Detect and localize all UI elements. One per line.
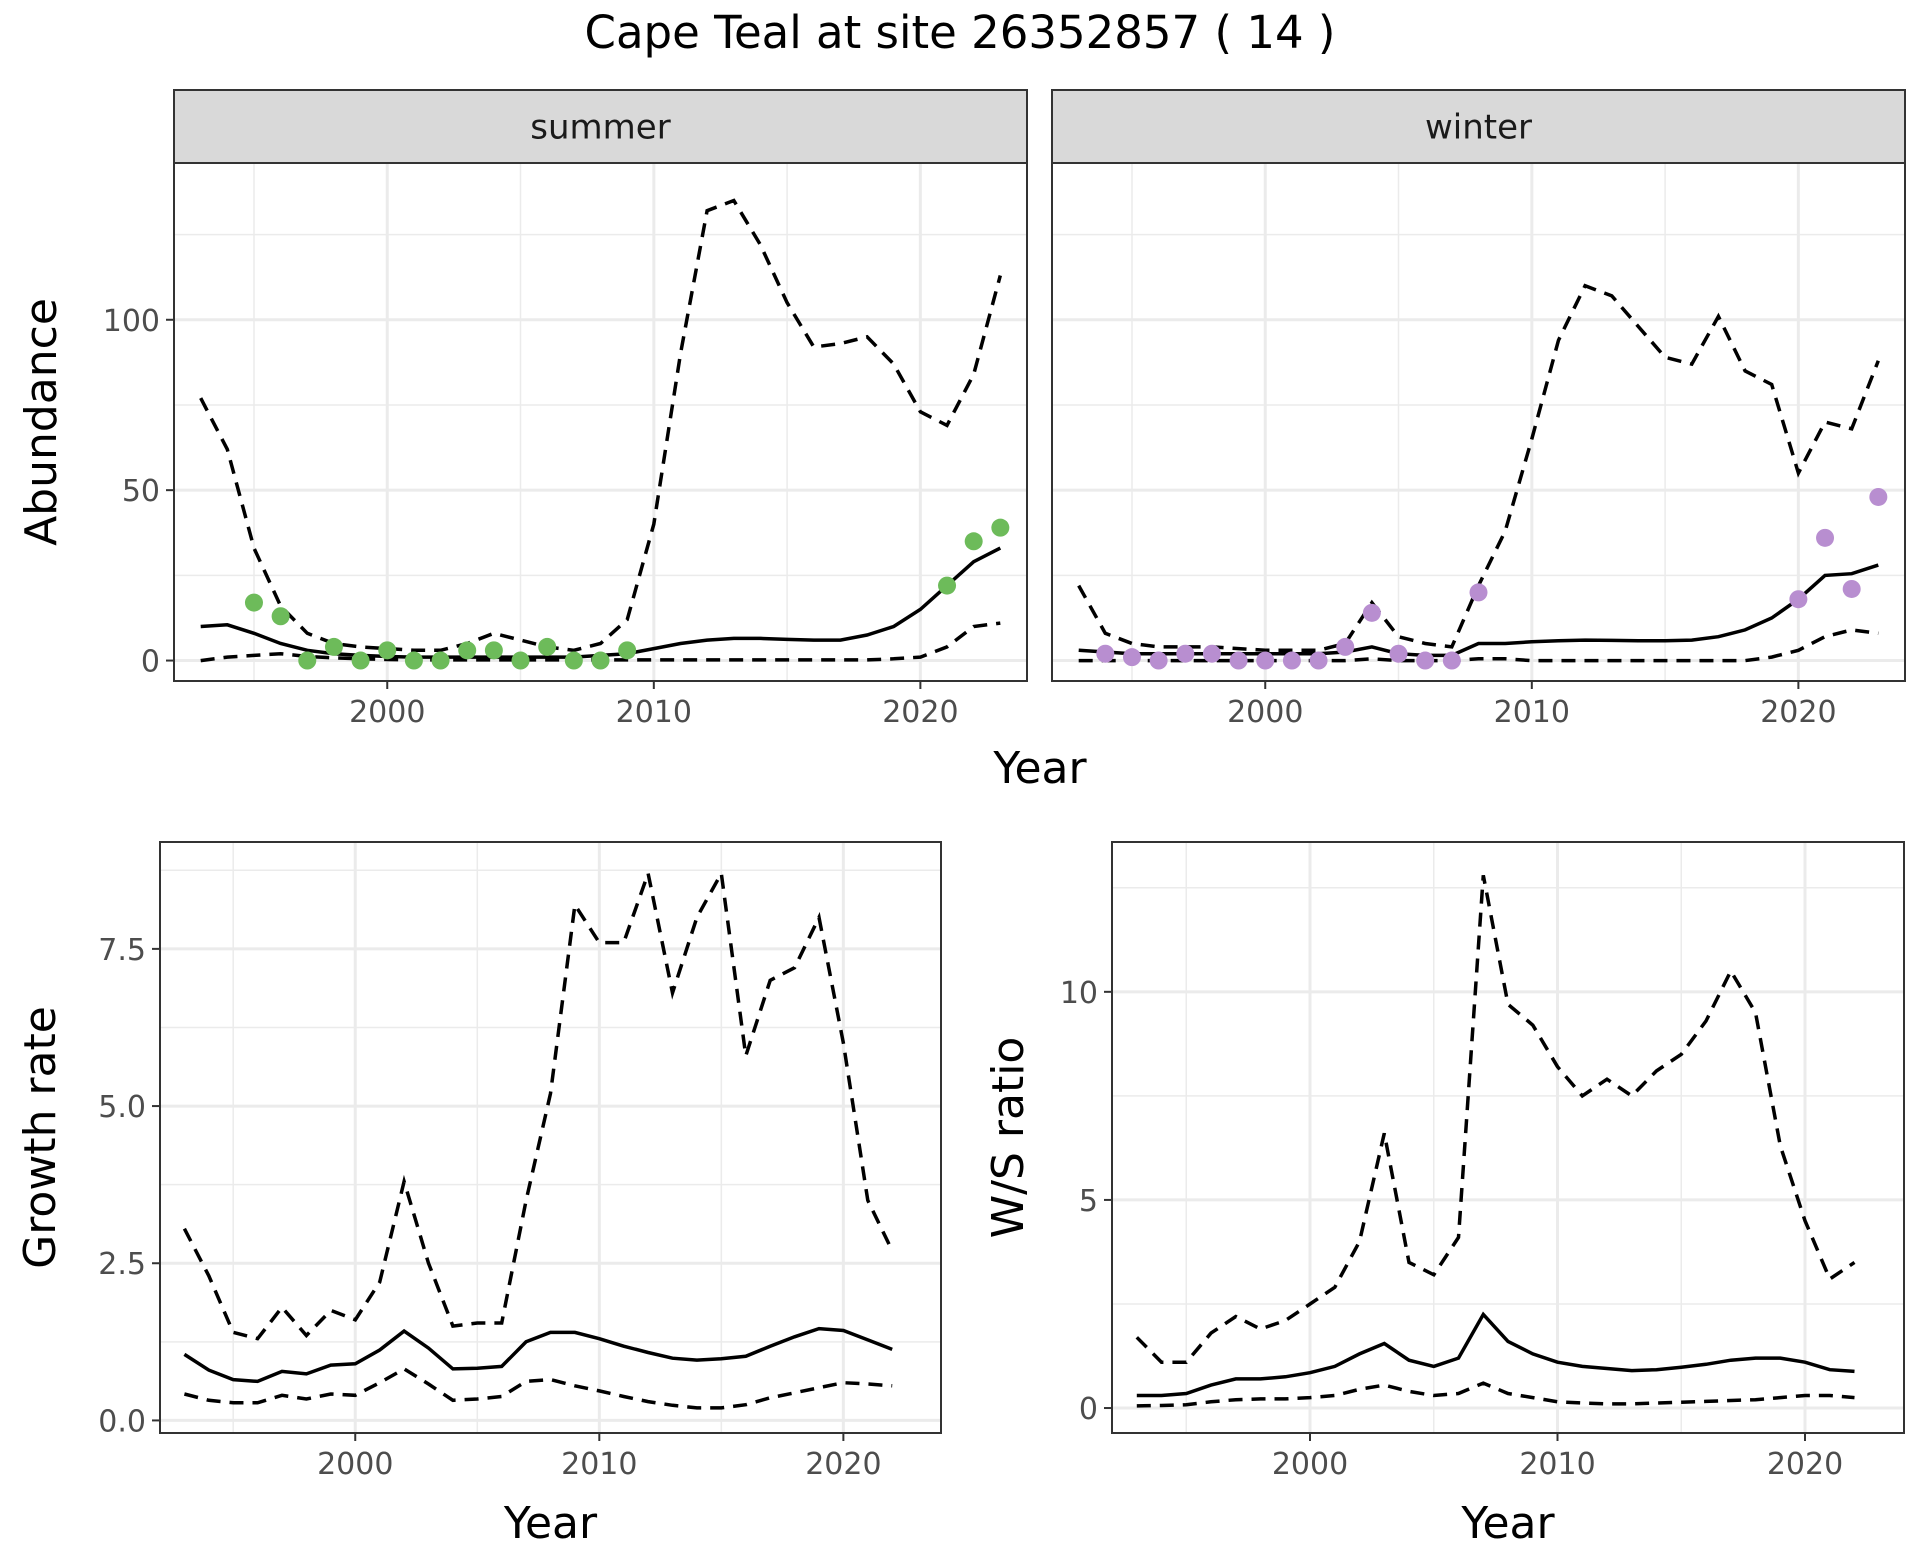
observed-point (378, 641, 397, 660)
x-tick-label: 2020 (882, 695, 958, 730)
observed-point (404, 651, 423, 670)
observed-point (511, 651, 530, 670)
facet-strip (1051, 89, 1906, 164)
mean-line (1136, 1311, 1855, 1398)
y-axis-title: Growth rate (15, 1006, 66, 1269)
x-tick-label: 2010 (1494, 695, 1570, 730)
y-axis-title: W/S ratio (983, 1037, 1034, 1239)
observed-point (1176, 644, 1195, 663)
upper-bound-line (182, 866, 894, 1341)
y-tick-label: 10 (1060, 976, 1098, 1011)
y-tick-label: 50 (122, 474, 160, 509)
y-tick-label: 7.5 (98, 933, 146, 968)
x-tick-label: 2020 (1767, 1447, 1843, 1482)
top-x-axis-title: Year (992, 743, 1087, 794)
abundance-winter-panel: winter 2000 2010 2020 (1051, 89, 1906, 730)
observed-point (938, 576, 957, 595)
observed-point (964, 532, 983, 551)
x-tick-label: 2000 (1227, 695, 1303, 730)
observed-point (1282, 651, 1301, 670)
y-tick-label: 0 (1079, 1392, 1098, 1427)
observed-point (591, 651, 610, 670)
plot-area (174, 163, 1027, 681)
abundance-y-axis-title: Abundance (16, 298, 67, 546)
observed-point (431, 651, 450, 670)
ws-ratio-panel: 2000 2010 2020 0 5 10 W/S ratio Year (983, 841, 1905, 1549)
abundance-summer-panel: summer 2000 2010 2020 0 50 100 (103, 89, 1028, 730)
y-tick-label: 5.0 (98, 1090, 146, 1125)
observed-point (1336, 637, 1355, 656)
observed-point (1149, 651, 1168, 670)
observed-point (271, 607, 290, 626)
lower-bound-line (1136, 1381, 1855, 1408)
observed-point (1362, 603, 1381, 622)
observed-point (484, 641, 503, 660)
x-axis-title: Year (503, 1498, 598, 1549)
upper-bound-line (199, 198, 1002, 653)
plot-area (160, 842, 941, 1433)
observed-point (1309, 651, 1328, 670)
panel-border (1111, 841, 1905, 1434)
observed-point (1469, 583, 1488, 602)
observed-point (1202, 644, 1221, 663)
observed-point (1416, 651, 1435, 670)
observed-point (458, 641, 477, 660)
observed-point (1789, 590, 1808, 609)
observed-point (1442, 651, 1461, 670)
observed-point (1256, 651, 1275, 670)
facet-strip-label: summer (530, 108, 670, 148)
facet-strip-label: winter (1425, 108, 1532, 148)
observed-point (1816, 528, 1835, 547)
x-tick-label: 2010 (1519, 1447, 1595, 1482)
x-tick-label: 2000 (349, 695, 425, 730)
x-tick-label: 2000 (317, 1447, 393, 1482)
x-tick-label: 2010 (561, 1447, 637, 1482)
observed-point (351, 651, 370, 670)
observed-point (564, 651, 583, 670)
observed-point (1096, 644, 1115, 663)
x-tick-label: 2000 (1272, 1447, 1348, 1482)
observed-point (618, 641, 637, 660)
observed-point (298, 651, 317, 670)
plot-area (1112, 842, 1904, 1433)
x-tick-label: 2020 (805, 1447, 881, 1482)
y-tick-label: 0 (141, 645, 160, 680)
x-tick-label: 2010 (616, 695, 692, 730)
observed-point (324, 637, 343, 656)
mean-line (183, 1326, 893, 1384)
y-tick-label: 100 (103, 304, 160, 339)
facet-strip (173, 89, 1028, 164)
lower-bound-line (183, 1366, 893, 1410)
y-tick-label: 2.5 (98, 1247, 146, 1282)
plot-area (1052, 163, 1905, 681)
x-tick-label: 2020 (1760, 695, 1836, 730)
observed-point (244, 593, 263, 612)
observed-point (1229, 651, 1248, 670)
observed-point (1842, 579, 1861, 598)
figure-title: Cape Teal at site 26352857 ( 14 ) (585, 6, 1336, 59)
upper-bound-line (1135, 874, 1856, 1364)
lower-bound-line (1078, 628, 1879, 663)
observed-point (1869, 487, 1888, 506)
growth-rate-panel: 2000 2010 2020 0.0 2.5 5.0 7.5 Growth rate Year (15, 841, 942, 1549)
observed-point (1389, 644, 1408, 663)
panel-border (159, 841, 942, 1434)
y-tick-label: 0.0 (98, 1404, 146, 1439)
x-axis-title: Year (1460, 1498, 1555, 1549)
y-tick-label: 5 (1079, 1184, 1098, 1219)
observed-point (991, 518, 1010, 537)
observed-point (1122, 648, 1141, 667)
observed-point (538, 637, 557, 656)
